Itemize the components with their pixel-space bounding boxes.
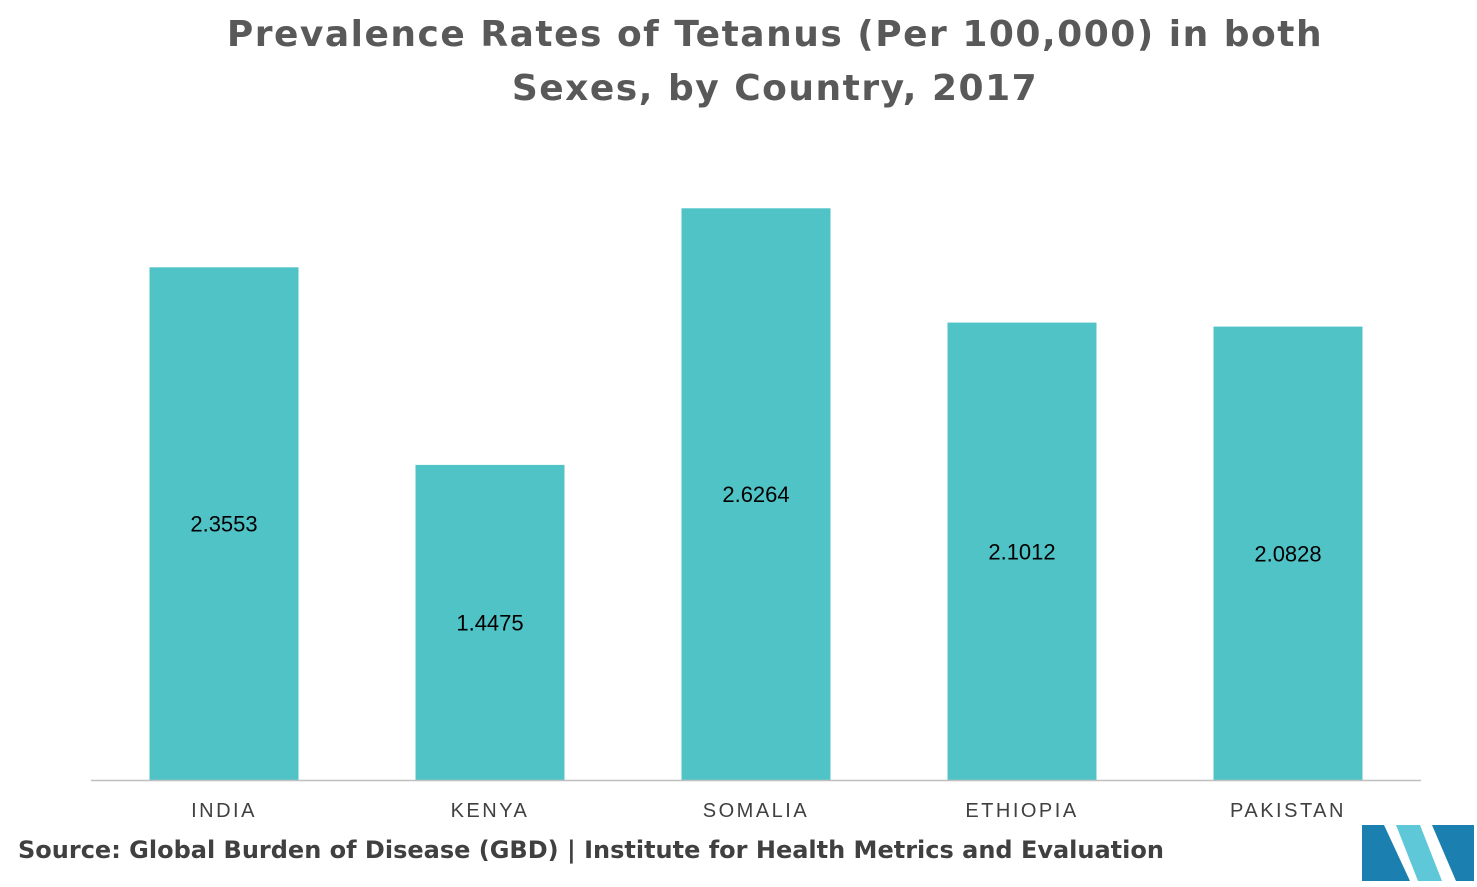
logo-mid-shape	[1396, 825, 1442, 881]
bar-ethiopia	[947, 322, 1097, 780]
chart-title: Prevalence Rates of Tetanus (Per 100,000…	[226, 14, 1324, 109]
logo-left-shape	[1362, 825, 1410, 881]
data-label-india: 2.3553	[190, 512, 257, 537]
bar-india	[149, 267, 299, 780]
x-tick-label-kenya: KENYA	[451, 800, 530, 822]
data-label-somalia: 2.6264	[722, 482, 789, 507]
data-label-ethiopia: 2.1012	[988, 539, 1055, 564]
data-label-kenya: 1.4475	[456, 611, 523, 636]
x-tick-label-somalia: SOMALIA	[703, 800, 809, 822]
bar-pakistan	[1213, 326, 1363, 780]
data-label-pakistan: 2.0828	[1254, 541, 1321, 566]
logo-right-shape	[1432, 825, 1474, 881]
source-note: Source: Global Burden of Disease (GBD) |…	[18, 836, 1164, 864]
brand-logo-icon	[1362, 825, 1474, 881]
bar-somalia	[681, 208, 831, 781]
bar-kenya	[415, 464, 565, 780]
x-tick-label-india: INDIA	[191, 800, 257, 822]
x-tick-label-ethiopia: ETHIOPIA	[965, 800, 1078, 822]
x-tick-label-pakistan: PAKISTAN	[1230, 800, 1346, 822]
